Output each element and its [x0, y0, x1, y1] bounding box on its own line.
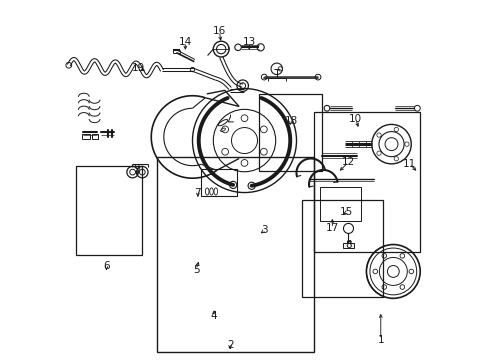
Text: 11: 11	[402, 159, 415, 169]
Bar	[156, 157, 314, 352]
Circle shape	[414, 105, 419, 111]
Bar	[76, 166, 142, 255]
Bar	[201, 169, 237, 196]
Bar	[343, 243, 353, 248]
Text: 9: 9	[133, 164, 140, 174]
Bar	[82, 134, 89, 139]
Bar	[301, 200, 382, 297]
Circle shape	[324, 105, 329, 111]
Text: 13: 13	[243, 37, 256, 47]
Text: 10: 10	[348, 114, 362, 124]
Text: 12: 12	[341, 157, 354, 167]
Text: 8: 8	[345, 239, 351, 249]
Text: 14: 14	[178, 37, 192, 47]
Text: 1: 1	[377, 334, 383, 345]
Text: 7: 7	[194, 188, 201, 198]
Text: 3: 3	[261, 225, 267, 235]
Text: 16: 16	[212, 26, 225, 36]
Text: 19: 19	[132, 63, 145, 73]
Text: 2: 2	[226, 340, 233, 350]
Text: 5: 5	[192, 265, 199, 275]
Bar	[314, 112, 419, 252]
Bar	[319, 187, 360, 221]
Text: 15: 15	[339, 207, 353, 217]
Text: 6: 6	[103, 261, 109, 271]
Text: 18: 18	[284, 116, 297, 126]
Text: 17: 17	[325, 224, 338, 233]
Bar	[92, 134, 98, 139]
Circle shape	[234, 44, 241, 50]
Text: 4: 4	[210, 311, 217, 321]
Bar	[258, 94, 321, 171]
